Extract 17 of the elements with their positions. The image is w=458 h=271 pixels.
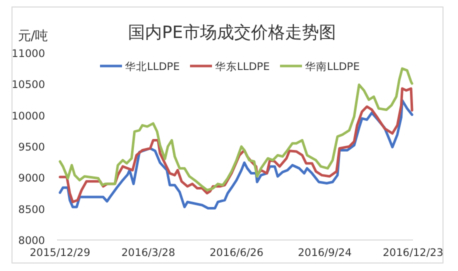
x-tick-label: 2016/6/26	[210, 247, 264, 259]
x-tick-label: 2016/3/28	[121, 247, 176, 259]
y-tick-label: 8500	[18, 204, 45, 216]
chart-title: 国内PE市场成交价格走势图	[128, 23, 336, 43]
x-tick-label: 2016/9/24	[298, 247, 352, 259]
legend-label: 华北LLDPE	[125, 60, 180, 73]
y-tick-label: 8000	[18, 235, 45, 247]
y-tick-label: 10000	[12, 110, 45, 122]
y-tick-label: 9000	[18, 172, 45, 185]
legend-label: 华东LLDPE	[215, 60, 270, 73]
y-axis-title: 元/吨	[18, 29, 48, 44]
legend-label: 华南LLDPE	[305, 60, 360, 73]
y-tick-label: 9500	[18, 142, 45, 154]
y-tick-label: 11000	[12, 48, 45, 60]
x-tick-label: 2015/12/29	[30, 247, 90, 259]
y-tick-label: 10500	[12, 79, 45, 92]
x-tick-label: 2016/12/23	[382, 247, 444, 259]
